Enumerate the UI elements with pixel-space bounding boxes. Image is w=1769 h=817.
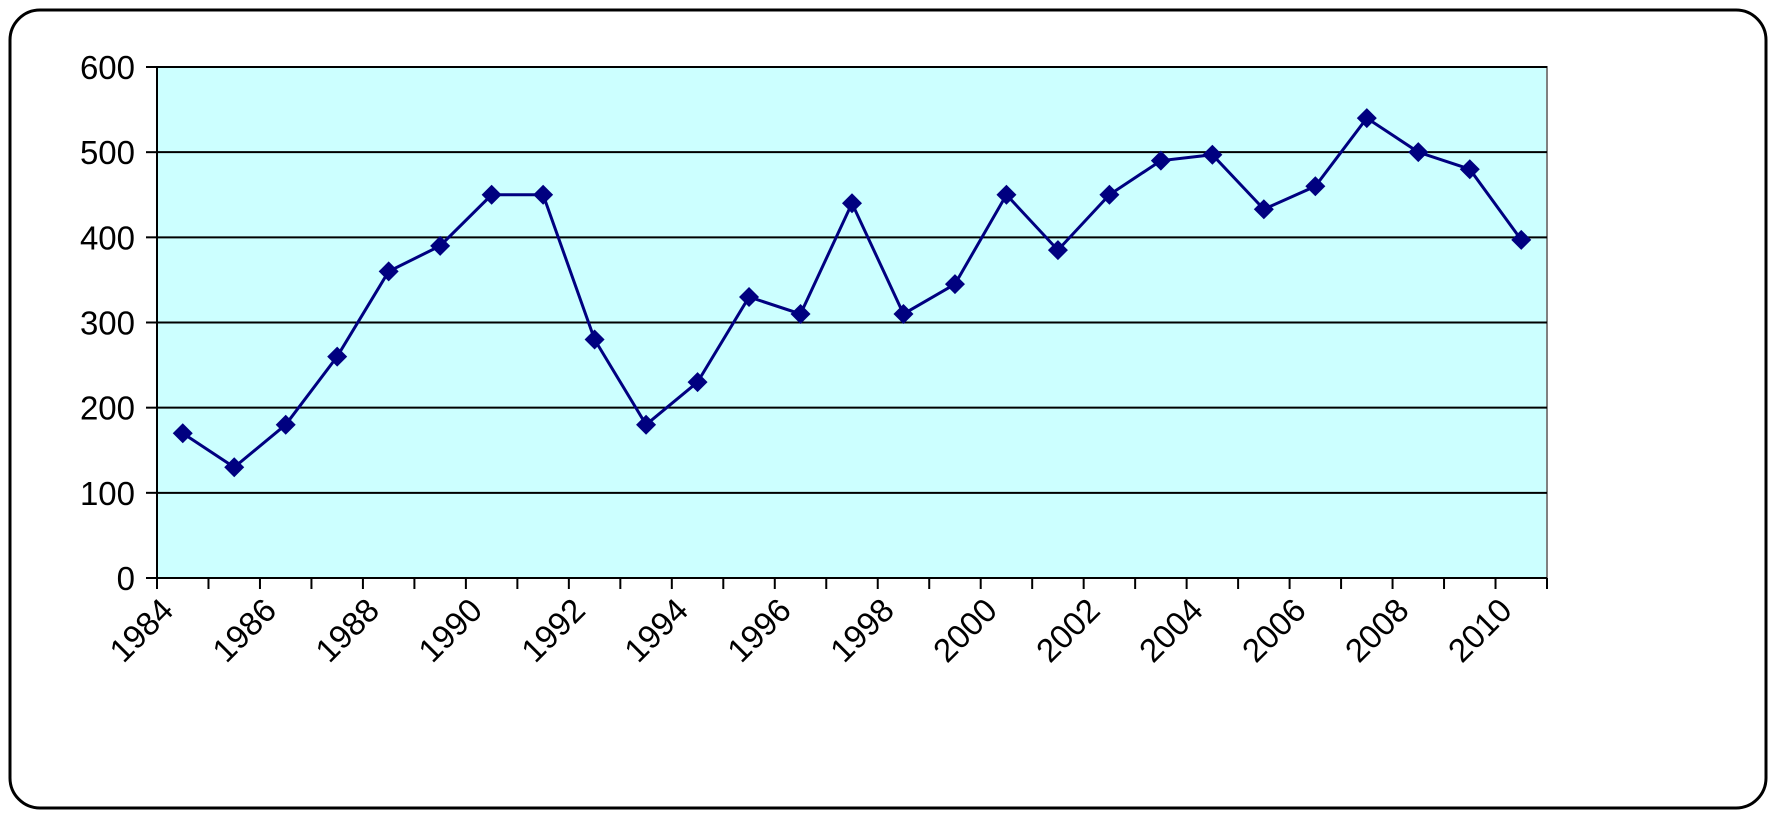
data-marker [636,414,657,435]
data-marker [1511,229,1532,250]
data-marker [533,184,554,205]
data-marker [790,303,811,324]
data-marker [1047,240,1068,261]
y-tick-label: 200 [80,390,135,427]
data-marker [687,372,708,393]
data-marker [893,303,914,324]
data-marker [1150,150,1171,171]
data-marker [842,193,862,214]
data-marker [1099,184,1120,205]
y-tick-label: 300 [80,305,135,342]
data-marker [1459,159,1480,180]
data-marker [378,261,399,282]
data-marker [1253,199,1274,220]
data-marker [275,414,296,435]
data-marker [944,274,965,295]
data-marker [224,457,245,478]
data-marker [1356,108,1377,129]
data-marker [430,235,451,256]
data-marker [739,286,760,307]
y-tick-label: 400 [80,219,135,256]
data-marker [327,346,348,367]
data-marker [172,423,193,444]
data-marker [1202,144,1223,165]
y-tick-label: 500 [80,134,135,171]
data-marker [481,184,502,205]
data-marker [996,184,1017,205]
data-marker [1305,176,1326,197]
data-marker [1408,142,1429,163]
y-tick-label: 100 [80,475,135,512]
y-tick-label: 0 [117,560,135,597]
data-marker [584,329,605,350]
y-tick-label: 600 [80,49,135,86]
